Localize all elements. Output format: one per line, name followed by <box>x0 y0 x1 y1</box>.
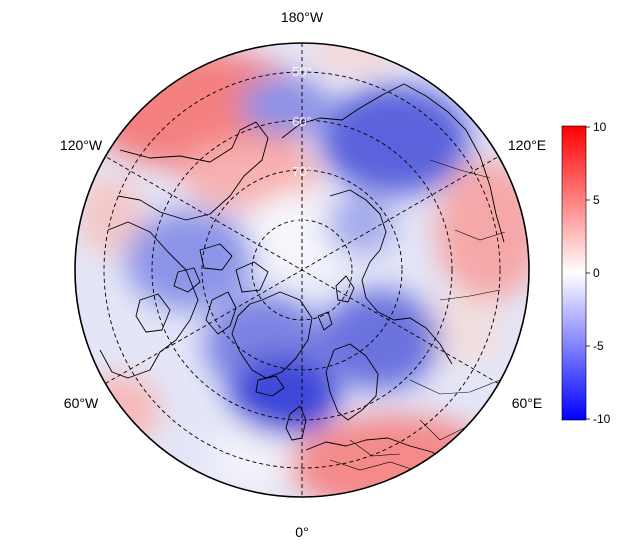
colorbar-gradient <box>561 125 587 421</box>
colorbar-tick-label-minus-5: -5 <box>593 339 604 353</box>
colorbar-tick-label-0: 0 <box>593 266 600 280</box>
alaska-coast <box>117 121 269 221</box>
siberian-arctic-coast <box>329 189 453 365</box>
eurasia-borders <box>329 159 506 489</box>
map-boundary <box>74 42 530 498</box>
iceland-coast <box>255 375 285 397</box>
colorbar: 10 5 0 -5 -10 <box>561 120 611 426</box>
novaya-zemlya-coast <box>335 275 355 303</box>
colorbar-tick-label-minus-10: -10 <box>593 412 611 426</box>
colorbar-ticks <box>586 126 590 420</box>
graticule <box>103 43 501 497</box>
anomaly-field <box>75 43 529 497</box>
hudson-bay-coast <box>135 293 171 333</box>
svalbard-coast <box>317 311 333 331</box>
north-america-coast <box>99 221 199 379</box>
arctic-islands-coast <box>173 243 233 293</box>
latitude-label-70: 70° <box>292 164 312 179</box>
latitude-label-50: 50° <box>292 64 312 79</box>
latitude-label-60: 60° <box>292 114 312 129</box>
longitude-label-180w: 180°W <box>281 9 324 25</box>
latitude-circle-60 <box>151 119 453 421</box>
meridian-60e-120w <box>105 156 499 384</box>
longitude-label-60w: 60°W <box>64 395 99 411</box>
baffin-island-coast <box>205 291 237 335</box>
longitude-label-120e: 120°E <box>508 137 546 153</box>
colorbar-tick-label-10: 10 <box>593 120 607 134</box>
coastlines <box>99 83 506 489</box>
ellesmere-island-coast <box>235 261 269 293</box>
latitude-circle-80 <box>251 219 353 321</box>
east-siberia-coast <box>281 83 505 243</box>
latitude-label-80: 80° <box>292 214 312 229</box>
scandinavia-coast <box>325 343 379 421</box>
longitude-label-60e: 60°E <box>512 395 543 411</box>
longitude-label-0: 0° <box>295 524 308 540</box>
colorbar-tick-label-5: 5 <box>593 193 600 207</box>
longitude-label-120w: 120°W <box>60 137 103 153</box>
